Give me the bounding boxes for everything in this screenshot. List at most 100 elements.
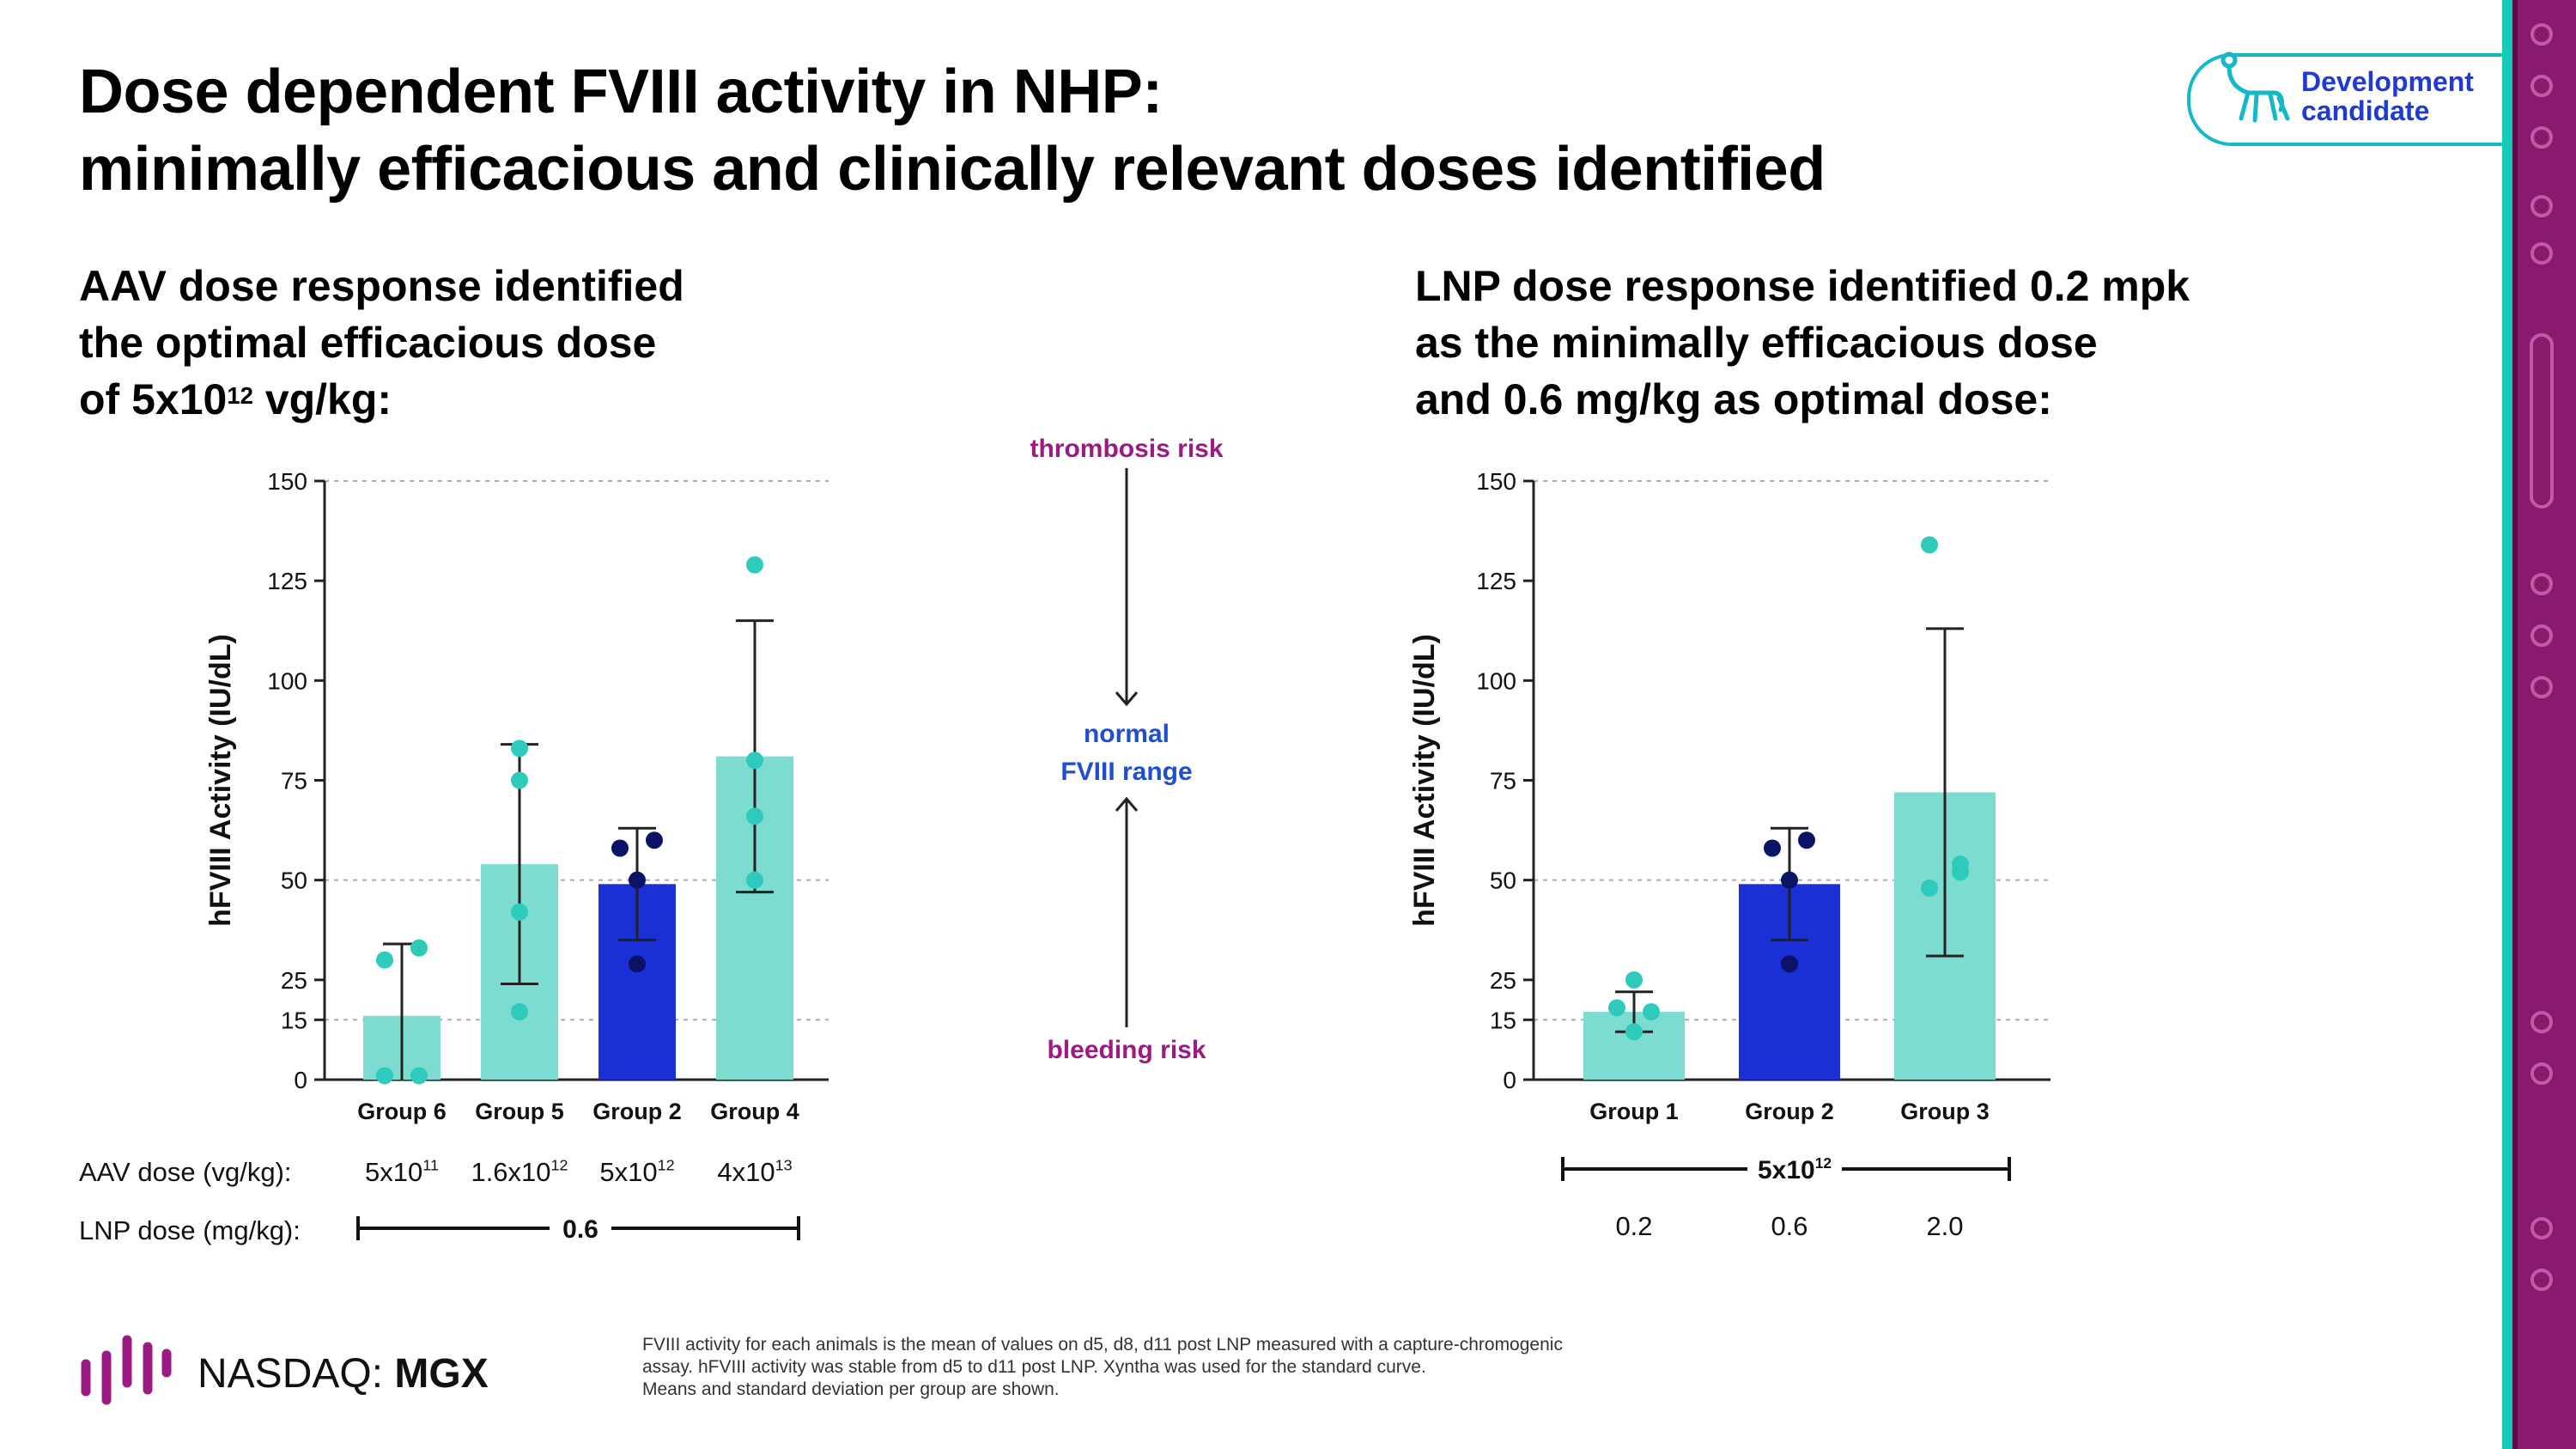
data-point <box>629 872 646 889</box>
aav-dose-value: 5x1012 <box>599 1157 674 1187</box>
footnote: FVIII activity for each animals is the m… <box>642 1334 1759 1401</box>
title-line-2: minimally efficacious and clinically rel… <box>79 131 1826 208</box>
right-subtitle-line-3: and 0.6 mg/kg as optimal dose: <box>1415 371 2360 428</box>
data-point <box>1643 1003 1660 1020</box>
data-point <box>1625 1023 1643 1040</box>
y-tick-label-15: 15 <box>1490 1007 1516 1033</box>
side-decoration <box>2502 0 2576 1449</box>
nasdaq-ticker: NASDAQ: MGX <box>197 1350 489 1397</box>
left-subtitle-line-3: of 5x1012 vg/kg: <box>79 371 852 428</box>
lnp-dose-value: 2.0 <box>1926 1211 1963 1241</box>
badge-line-1: Development <box>2301 67 2474 96</box>
data-point <box>1764 839 1781 856</box>
data-point <box>511 904 528 921</box>
lnp-dose-value: 0.6 <box>1771 1211 1807 1241</box>
aav-dose-value-exponent: 12 <box>1815 1154 1832 1172</box>
data-point <box>376 1067 393 1084</box>
monkey-icon <box>2214 50 2291 127</box>
fviii-range-annotation: thrombosis risk normal FVIII range bleed… <box>987 421 1279 1074</box>
aav-dose-value-base: 5x10 <box>365 1157 422 1187</box>
y-axis-label: hFVIII Activity (IU/dL) <box>204 634 237 927</box>
lnp-dose-value: 0.2 <box>1615 1211 1652 1241</box>
data-point <box>1608 999 1625 1016</box>
x-tick-label-group-2: Group 2 <box>1745 1099 1834 1124</box>
nasdaq-prefix: NASDAQ: <box>197 1351 394 1397</box>
bleeding-risk-label: bleeding risk <box>1047 1036 1206 1064</box>
data-point <box>746 557 763 574</box>
data-point <box>1921 880 1938 897</box>
right-subtitle-line-2: as the minimally efficacious dose <box>1415 314 2360 371</box>
y-tick-label-100: 100 <box>267 667 307 694</box>
aav-dose-value-exponent: 12 <box>658 1157 675 1174</box>
data-point <box>746 872 763 889</box>
y-tick-label-50: 50 <box>1490 868 1516 894</box>
left-subtitle-line-1: AAV dose response identified <box>79 258 852 314</box>
left-subtitle-dose: of 5x10 <box>79 375 227 423</box>
lnp-dose-value: 0.6 <box>562 1215 598 1244</box>
right-subtitle: LNP dose response identified 0.2 mpk as … <box>1415 258 2360 428</box>
data-point <box>511 740 528 757</box>
aav-dose-response-chart: 0 15 25 50 75 100 125 150 hFVIII Activity (IU/dL… <box>0 429 902 1271</box>
data-point <box>646 831 663 849</box>
x-tick-label-group-6: Group 6 <box>357 1099 447 1124</box>
data-point <box>1781 955 1798 972</box>
aav-dose-value: 5x1011 <box>365 1157 439 1187</box>
x-tick-label-group-5: Group 5 <box>475 1099 564 1124</box>
left-subtitle: AAV dose response identified the optimal… <box>79 258 852 428</box>
aav-dose-value-exponent: 12 <box>551 1157 568 1174</box>
normal-label: normal <box>1084 720 1170 748</box>
y-axis-label: hFVIII Activity (IU/dL) <box>1408 634 1441 927</box>
data-point <box>1625 971 1643 989</box>
left-subtitle-line-2: the optimal efficacious dose <box>79 314 852 371</box>
y-tick-label-25: 25 <box>1490 967 1516 994</box>
footnote-line-2: assay. hFVIII activity was stable from d… <box>642 1356 1759 1379</box>
thrombosis-risk-label: thrombosis risk <box>1030 435 1223 463</box>
data-point <box>1952 863 1969 880</box>
y-tick-label-0: 0 <box>1503 1067 1516 1093</box>
y-tick-label-125: 125 <box>1476 568 1516 594</box>
y-tick-label-150: 150 <box>267 468 307 495</box>
aav-dose-value: 1.6x1012 <box>471 1157 568 1187</box>
x-tick-label-group-2: Group 2 <box>592 1099 682 1124</box>
data-point <box>511 772 528 789</box>
x-tick-label-group-3: Group 3 <box>1900 1099 1990 1124</box>
lnp-dose-row-label: LNP dose (mg/kg): <box>79 1215 301 1245</box>
y-tick-label-0: 0 <box>294 1067 307 1093</box>
data-point <box>1798 831 1815 849</box>
x-tick-label-group-1: Group 1 <box>1589 1099 1679 1124</box>
y-tick-label-125: 125 <box>267 568 307 594</box>
badge-text: Development candidate <box>2301 67 2474 125</box>
aav-dose-value-base: 5x10 <box>1758 1156 1815 1184</box>
right-subtitle-line-1: LNP dose response identified 0.2 mpk <box>1415 258 2360 314</box>
footnote-line-1: FVIII activity for each animals is the m… <box>642 1334 1759 1356</box>
data-point <box>629 955 646 972</box>
data-point <box>376 952 393 969</box>
y-tick-label-75: 75 <box>1490 768 1516 795</box>
aav-dose-value-base: 5x10 <box>599 1157 657 1187</box>
data-point <box>1781 872 1798 889</box>
footnote-line-3: Means and standard deviation per group a… <box>642 1379 1759 1401</box>
fviii-range-label: FVIII range <box>1060 758 1192 786</box>
y-tick-label-75: 75 <box>281 768 307 795</box>
aav-dose-value-exponent: 13 <box>775 1157 793 1174</box>
y-tick-label-150: 150 <box>1476 468 1516 495</box>
badge-line-2: candidate <box>2301 96 2474 125</box>
data-point <box>1921 536 1938 553</box>
data-point <box>746 807 763 825</box>
aav-dose-value: 5x1012 <box>1758 1154 1832 1184</box>
aav-dose-value-exponent: 11 <box>422 1157 439 1174</box>
title-line-1: Dose dependent FVIII activity in NHP: <box>79 53 1826 131</box>
data-point <box>611 839 629 856</box>
aav-dose-value-base: 4x10 <box>717 1157 775 1187</box>
y-tick-label-25: 25 <box>281 967 307 994</box>
left-subtitle-exponent: 12 <box>227 382 253 409</box>
page-title: Dose dependent FVIII activity in NHP: mi… <box>79 53 1826 208</box>
data-point <box>746 752 763 769</box>
ticker-symbol: MGX <box>394 1351 488 1397</box>
data-point <box>511 1003 528 1020</box>
y-tick-label-100: 100 <box>1476 667 1516 694</box>
x-tick-label-group-4: Group 4 <box>710 1099 799 1124</box>
aav-dose-value-base: 1.6x10 <box>471 1157 550 1187</box>
lnp-dose-response-chart: 0 15 25 50 75 100 125 150 hFVIII Activity (IU/dL… <box>1374 429 2078 1271</box>
y-tick-label-15: 15 <box>281 1007 307 1033</box>
